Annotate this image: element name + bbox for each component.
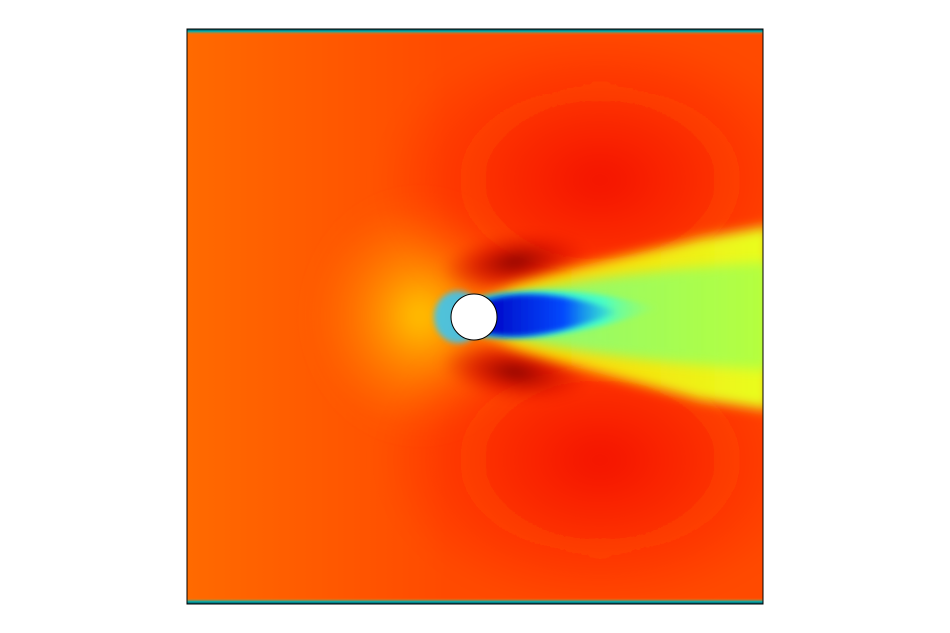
flow-domain	[187, 29, 763, 604]
bottom-wall-layer	[187, 598, 763, 604]
wake-core-region	[480, 294, 620, 337]
top-wall-layer	[187, 29, 763, 35]
cylinder-obstacle	[450, 293, 498, 341]
domain-frame	[186, 28, 764, 605]
